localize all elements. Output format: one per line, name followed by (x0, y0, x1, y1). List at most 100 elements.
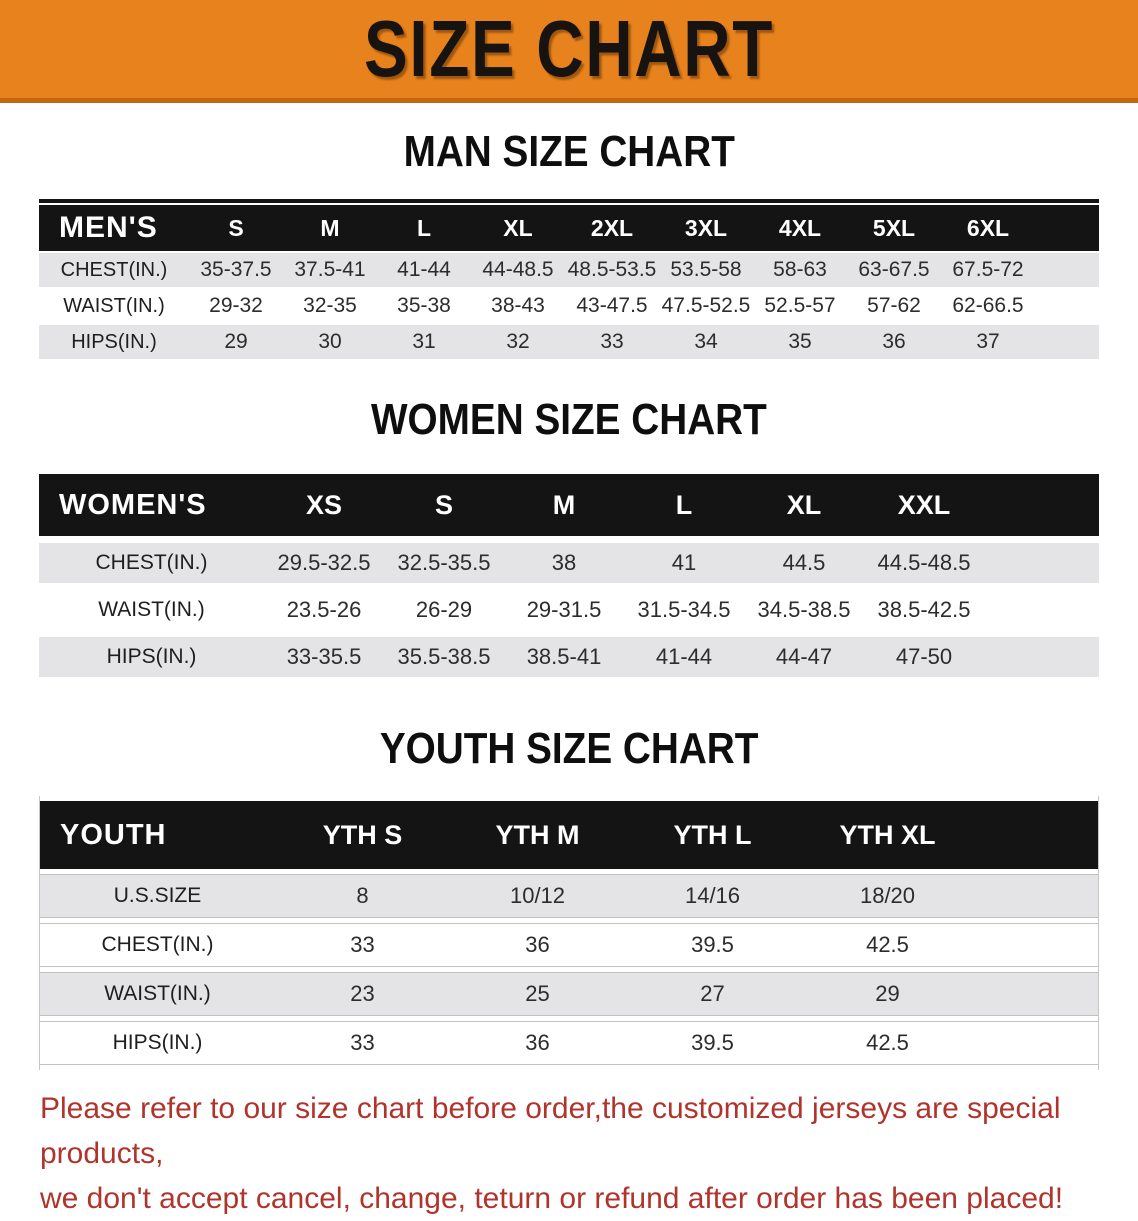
size-cell: 38.5-41 (504, 637, 624, 677)
size-cell: 62-66.5 (941, 289, 1035, 323)
size-cell: 53.5-58 (659, 253, 753, 287)
table-row: CHEST(IN.) 29.5-32.5 32.5-35.5 38 41 44.5 44.5… (39, 543, 1099, 583)
disclaimer-line-1: Please refer to our size chart before or… (40, 1092, 1061, 1170)
row-spacer (1035, 289, 1099, 323)
table-row: WAIST(IN.) 23 25 27 29 (40, 972, 1098, 1016)
youth-size-table: YOUTH YTH S YTH M YTH L YTH XL U.S.SIZE 8 10/12… (39, 796, 1099, 1070)
size-column-header: YTH S (275, 801, 450, 869)
size-cell: 35.5-38.5 (384, 637, 504, 677)
row-spacer (984, 543, 1099, 583)
size-cell: 36 (450, 923, 625, 967)
size-cell: 42.5 (800, 923, 975, 967)
disclaimer-line-2: we don't accept cancel, change, teturn o… (40, 1182, 1064, 1215)
size-column-header: YTH L (625, 801, 800, 869)
men-size-table: MEN'S S M L XL 2XL 3XL 4XL 5XL 6XL CHEST(IN.) 35-37… (39, 199, 1099, 361)
size-cell: 67.5-72 (941, 253, 1035, 287)
size-column-header: YTH M (450, 801, 625, 869)
size-cell: 36 (450, 1021, 625, 1065)
size-cell: 41 (624, 543, 744, 583)
size-cell: 30 (283, 325, 377, 359)
table-row: HIPS(IN.) 33 36 39.5 42.5 (40, 1021, 1098, 1065)
size-cell: 47-50 (864, 637, 984, 677)
size-cell: 57-62 (847, 289, 941, 323)
size-cell: 26-29 (384, 590, 504, 630)
size-column-header: S (384, 474, 504, 536)
banner-title: SIZE CHART (364, 4, 774, 93)
table-row: CHEST(IN.) 35-37.5 37.5-41 41-44 44-48.5 48.5… (39, 253, 1099, 287)
row-label: CHEST(IN.) (39, 543, 264, 583)
row-spacer (975, 923, 1098, 967)
table-corner-label: MEN'S (39, 205, 189, 251)
size-cell: 31.5-34.5 (624, 590, 744, 630)
table-row: U.S.SIZE 8 10/12 14/16 18/20 (40, 874, 1098, 918)
size-cell: 34 (659, 325, 753, 359)
row-spacer (1035, 325, 1099, 359)
size-cell: 33-35.5 (264, 637, 384, 677)
size-cell: 34.5-38.5 (744, 590, 864, 630)
size-column-header: 6XL (941, 205, 1035, 251)
size-cell: 33 (565, 325, 659, 359)
size-cell: 35-37.5 (189, 253, 283, 287)
size-column-header: L (377, 205, 471, 251)
row-spacer (1035, 253, 1099, 287)
row-spacer (984, 637, 1099, 677)
size-column-header: M (504, 474, 624, 536)
header-row: MEN'S S M L XL 2XL 3XL 4XL 5XL 6XL (39, 205, 1099, 251)
size-column-header: 3XL (659, 205, 753, 251)
size-column-header: M (283, 205, 377, 251)
men-section-heading-text: MAN SIZE CHART (403, 127, 735, 176)
size-cell: 10/12 (450, 874, 625, 918)
size-column-header: XL (744, 474, 864, 536)
size-cell: 36 (847, 325, 941, 359)
size-cell: 39.5 (625, 1021, 800, 1065)
row-label: WAIST(IN.) (39, 590, 264, 630)
size-column-header: XXL (864, 474, 984, 536)
table-row: HIPS(IN.) 29 30 31 32 33 34 35 36 37 (39, 325, 1099, 359)
size-cell: 38-43 (471, 289, 565, 323)
size-cell: 33 (275, 923, 450, 967)
row-label: WAIST(IN.) (40, 972, 275, 1016)
size-cell: 35 (753, 325, 847, 359)
row-label: WAIST(IN.) (39, 289, 189, 323)
size-cell: 14/16 (625, 874, 800, 918)
size-cell: 44-47 (744, 637, 864, 677)
size-cell: 25 (450, 972, 625, 1016)
size-cell: 41-44 (624, 637, 744, 677)
size-cell: 29 (189, 325, 283, 359)
row-spacer (984, 590, 1099, 630)
size-cell: 38.5-42.5 (864, 590, 984, 630)
size-cell: 43-47.5 (565, 289, 659, 323)
youth-section-heading: YOUTH SIZE CHART (0, 726, 1138, 772)
size-cell: 29-32 (189, 289, 283, 323)
size-cell: 41-44 (377, 253, 471, 287)
table-row: HIPS(IN.) 33-35.5 35.5-38.5 38.5-41 41-44 44-… (39, 637, 1099, 677)
size-cell: 32 (471, 325, 565, 359)
size-cell: 29-31.5 (504, 590, 624, 630)
size-column-header: S (189, 205, 283, 251)
row-label: U.S.SIZE (40, 874, 275, 918)
header-spacer (975, 801, 1098, 869)
row-spacer (975, 1021, 1098, 1065)
table-row: WAIST(IN.) 23.5-26 26-29 29-31.5 31.5-34.5 34… (39, 590, 1099, 630)
men-section-heading: MAN SIZE CHART (0, 129, 1138, 175)
size-cell: 42.5 (800, 1021, 975, 1065)
size-cell: 37.5-41 (283, 253, 377, 287)
size-cell: 47.5-52.5 (659, 289, 753, 323)
table-row: WAIST(IN.) 29-32 32-35 35-38 38-43 43-47.5 47.… (39, 289, 1099, 323)
size-column-header: L (624, 474, 744, 536)
size-cell: 31 (377, 325, 471, 359)
size-cell: 23.5-26 (264, 590, 384, 630)
size-cell: 48.5-53.5 (565, 253, 659, 287)
size-cell: 35-38 (377, 289, 471, 323)
row-label: HIPS(IN.) (40, 1021, 275, 1065)
size-column-header: XS (264, 474, 384, 536)
size-cell: 44.5-48.5 (864, 543, 984, 583)
size-cell: 32.5-35.5 (384, 543, 504, 583)
size-cell: 32-35 (283, 289, 377, 323)
size-column-header: 4XL (753, 205, 847, 251)
header-spacer (984, 474, 1099, 536)
women-section-heading-text: WOMEN SIZE CHART (371, 395, 767, 444)
size-cell: 37 (941, 325, 1035, 359)
size-cell: 18/20 (800, 874, 975, 918)
size-cell: 27 (625, 972, 800, 1016)
